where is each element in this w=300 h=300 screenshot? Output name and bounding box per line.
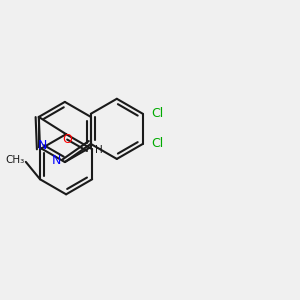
Text: H: H bbox=[94, 145, 102, 155]
Text: Cl: Cl bbox=[151, 137, 163, 150]
Text: N: N bbox=[52, 154, 61, 167]
Text: O: O bbox=[63, 134, 73, 146]
Text: Cl: Cl bbox=[151, 107, 163, 120]
Text: CH₃: CH₃ bbox=[5, 155, 24, 165]
Text: N: N bbox=[38, 139, 47, 152]
